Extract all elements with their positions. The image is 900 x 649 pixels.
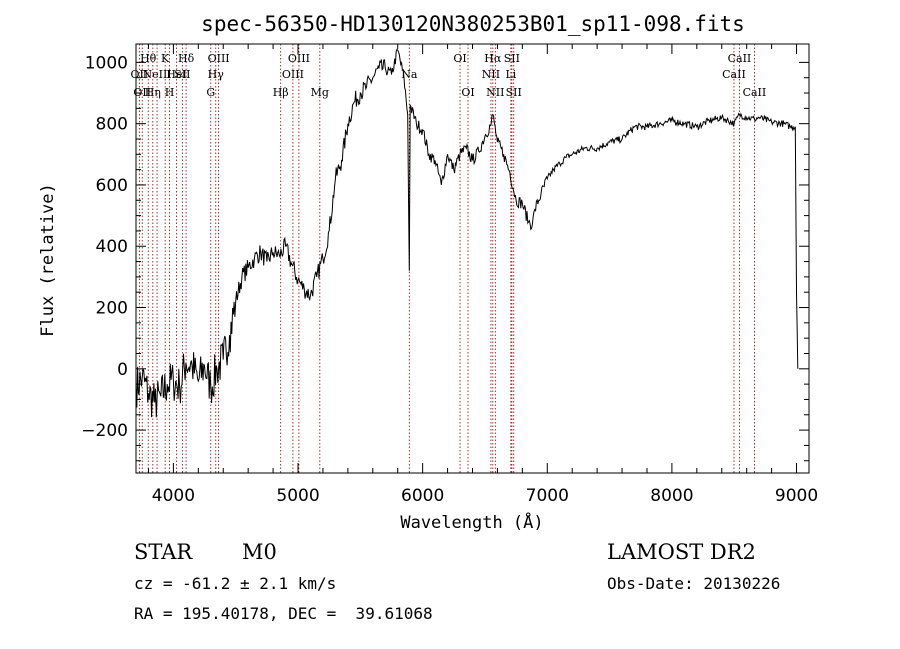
line-mark-label-9: Hδ: [178, 52, 195, 65]
line-mark-label-17: Na: [401, 68, 418, 81]
line-mark-label-2: Hθ: [140, 52, 157, 65]
line-mark-label-14: OIII: [282, 68, 304, 81]
x-axis-label: Wavelength (Å): [400, 511, 543, 533]
survey-name: LAMOST DR2: [607, 540, 756, 564]
x-tick-label-5: 9000: [775, 486, 818, 506]
x-ticks: 4000 5000 6000 7000 8000 9000: [147, 44, 818, 506]
spectral-subclass: M0: [242, 540, 277, 564]
line-mark-label-6: H: [165, 86, 175, 99]
line-mark-label-12: OIII: [208, 52, 230, 65]
object-type: STAR: [134, 540, 193, 564]
line-mark-label-4: NeIII: [142, 68, 171, 81]
line-mark-label-23: Li: [505, 68, 516, 81]
line-mark-label-5: K: [161, 52, 170, 65]
y-tick-label-4: 600: [96, 176, 128, 196]
line-mark-label-19: OI: [461, 86, 474, 99]
redshift-text: cz = -61.2 ± 2.1 km/s: [134, 574, 337, 593]
line-mark-label-27: CaII: [728, 52, 752, 65]
line-mark-label-1: OII: [133, 86, 151, 99]
x-tick-label-3: 7000: [526, 486, 569, 506]
y-tick-label-6: 1000: [85, 53, 128, 73]
line-mark-label-15: OIII: [288, 52, 310, 65]
line-mark-label-16: Mg: [311, 86, 329, 99]
line-mark-labels: OIIOIIHθHηNeIIIKHHeISIIHδGHγOIIIHβOIIIOI…: [131, 52, 767, 99]
y-ticks: −200 0 200 400 600 800 1000: [81, 53, 809, 462]
x-tick-label-2: 6000: [401, 486, 444, 506]
line-mark-label-26: CaII: [722, 68, 746, 81]
line-mark-label-25: SII: [506, 86, 522, 99]
spectrum-line: [135, 48, 799, 418]
x-tick-label-1: 5000: [276, 486, 319, 506]
x-tick-label-4: 8000: [650, 486, 693, 506]
line-mark-label-21: Hα: [484, 52, 502, 65]
line-mark-label-8: SII: [174, 68, 190, 81]
y-tick-label-1: 0: [117, 360, 128, 380]
line-mark-label-7: HeI: [166, 68, 186, 81]
y-tick-label-2: 200: [96, 299, 128, 319]
y-tick-label-3: 400: [96, 237, 128, 257]
y-tick-label-5: 800: [96, 115, 128, 135]
line-mark-label-10: G: [206, 86, 215, 99]
obs-date-text: Obs-Date: 20130226: [607, 574, 781, 593]
y-axis-label: Flux (relative): [38, 183, 58, 337]
line-mark-label-28: CaII: [743, 86, 767, 99]
line-mark-label-20: NII: [482, 68, 500, 81]
line-mark-label-22: NII: [486, 86, 504, 99]
line-mark-label-0: OII: [131, 68, 149, 81]
coords-text: RA = 195.40178, DEC = 39.61068: [134, 604, 433, 623]
plot-frame: [135, 43, 810, 474]
line-mark-label-11: Hγ: [208, 68, 225, 81]
y-tick-label-0: −200: [81, 421, 128, 441]
line-mark-label-13: Hβ: [273, 86, 289, 99]
x-tick-label-0: 4000: [152, 486, 195, 506]
line-mark-label-18: OI: [453, 52, 466, 65]
chart-title: spec-56350-HD130120N380253B01_sp11-098.f…: [201, 12, 745, 36]
line-mark-label-3: Hη: [145, 86, 161, 99]
line-marks: [138, 44, 755, 473]
line-mark-label-24: SII: [504, 52, 520, 65]
